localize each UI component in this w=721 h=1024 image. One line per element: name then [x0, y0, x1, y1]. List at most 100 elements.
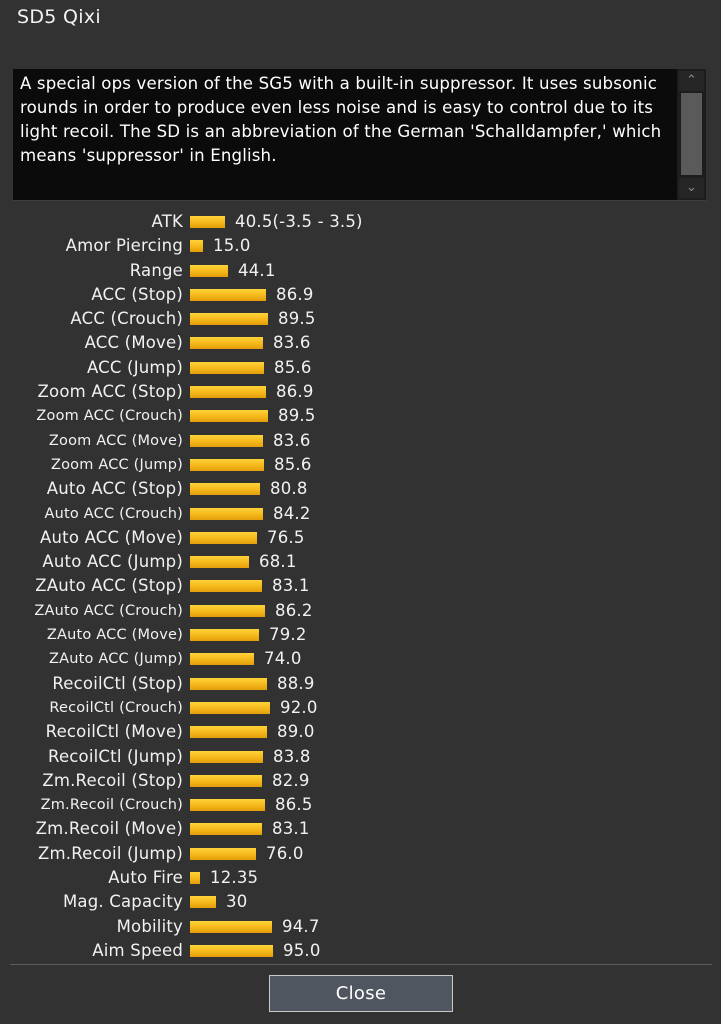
- stat-value: 94.7: [282, 916, 320, 936]
- stat-label: Aim Speed: [92, 940, 183, 960]
- stat-bar: [190, 458, 264, 471]
- chevron-up-icon[interactable]: ⌃: [679, 71, 704, 91]
- stat-row: Zm.Recoil (Jump) 76.0: [0, 842, 721, 866]
- stat-value: 88.9: [277, 673, 315, 693]
- stat-bar: [190, 337, 263, 350]
- stat-value: 86.2: [275, 600, 313, 620]
- stat-bar: [190, 774, 262, 787]
- stat-label: ACC (Move): [84, 333, 183, 353]
- stat-bar: [190, 653, 254, 666]
- stat-bar: [190, 216, 225, 228]
- stat-row: Zm.Recoil (Stop) 82.9: [0, 769, 721, 793]
- stat-bar: [190, 799, 265, 812]
- stat-label: Zm.Recoil (Move): [35, 819, 183, 839]
- stat-value: 83.6: [273, 430, 311, 450]
- stat-row: ZAuto ACC (Jump) 74.0: [0, 647, 721, 671]
- stat-value: 30: [226, 892, 248, 912]
- stat-label: Zoom ACC (Jump): [50, 456, 183, 473]
- description-panel[interactable]: A special ops version of the SG5 with a …: [13, 69, 706, 201]
- description-text: A special ops version of the SG5 with a …: [20, 74, 662, 165]
- stat-bar: [190, 823, 262, 836]
- stat-row: ACC (Stop) 86.9: [0, 283, 721, 307]
- stat-label: RecoilCtl (Crouch): [49, 699, 183, 716]
- stat-bar: [190, 240, 203, 253]
- stat-bar: [190, 896, 216, 909]
- stat-row: Auto ACC (Move) 76.5: [0, 526, 721, 550]
- stat-label: ZAuto ACC (Jump): [48, 651, 183, 668]
- stat-value: 89.5: [278, 406, 316, 426]
- stat-bar: [190, 434, 263, 447]
- stat-bar: [190, 264, 228, 277]
- stat-bar: [190, 847, 256, 860]
- stat-value: 76.5: [267, 527, 305, 547]
- stat-label: Auto ACC (Crouch): [44, 505, 183, 522]
- stat-bar: [190, 580, 262, 593]
- stat-row: Auto ACC (Crouch) 84.2: [0, 502, 721, 526]
- stat-label: RecoilCtl (Stop): [52, 673, 183, 693]
- stat-bar: [190, 750, 263, 763]
- stat-label: Auto Fire: [108, 868, 183, 888]
- stat-value: 95.0: [283, 940, 321, 960]
- stat-bar: [190, 531, 257, 544]
- stat-row: Mag. Capacity 30: [0, 890, 721, 914]
- stat-label: Auto ACC (Move): [40, 527, 183, 547]
- stat-row: Zoom ACC (Stop) 86.9: [0, 380, 721, 404]
- footer-divider: [10, 964, 712, 965]
- stat-bar: [190, 604, 265, 617]
- stat-bar: [190, 556, 249, 569]
- stat-row: ACC (Crouch) 89.5: [0, 307, 721, 331]
- stat-row: Mobility 94.7: [0, 915, 721, 939]
- stat-row: Amor Piercing 15.0: [0, 234, 721, 258]
- stat-value: 40.5(-3.5 - 3.5): [235, 212, 363, 231]
- close-button[interactable]: Close: [269, 975, 453, 1012]
- stat-value: 92.0: [280, 697, 318, 717]
- stat-row: RecoilCtl (Stop) 88.9: [0, 672, 721, 696]
- stat-label: Zoom ACC (Stop): [37, 382, 183, 402]
- stat-label: Zm.Recoil (Stop): [42, 770, 183, 790]
- stat-row: Aim Speed 95.0: [0, 939, 721, 963]
- stat-value: 79.2: [269, 625, 307, 645]
- stat-label: ACC (Crouch): [70, 309, 183, 329]
- scrollbar-thumb[interactable]: [681, 93, 702, 175]
- stat-value: 15.0: [213, 236, 251, 256]
- stat-row: ACC (Jump) 85.6: [0, 356, 721, 380]
- stat-row: Zoom ACC (Move) 83.6: [0, 429, 721, 453]
- stat-row: Zoom ACC (Jump) 85.6: [0, 453, 721, 477]
- stat-bar: [190, 872, 200, 885]
- stat-bar: [190, 410, 268, 423]
- stat-value: 83.8: [273, 746, 311, 766]
- stat-label: ZAuto ACC (Move): [46, 627, 183, 644]
- stat-bar: [190, 677, 267, 690]
- stat-value: 80.8: [270, 479, 308, 499]
- stat-value: 68.1: [259, 552, 297, 572]
- stat-value: 83.6: [273, 333, 311, 353]
- stat-row: ATK 40.5(-3.5 - 3.5): [0, 210, 721, 234]
- stat-label: ATK: [151, 212, 183, 231]
- stat-value: 84.2: [273, 503, 311, 523]
- description-scrollbar[interactable]: ⌃ ⌄: [677, 69, 706, 200]
- stat-row: RecoilCtl (Crouch) 92.0: [0, 696, 721, 720]
- stat-row: ZAuto ACC (Crouch) 86.2: [0, 599, 721, 623]
- chevron-down-icon[interactable]: ⌄: [679, 178, 704, 198]
- stat-label: Auto ACC (Stop): [46, 479, 183, 499]
- stat-label: Zoom ACC (Crouch): [36, 408, 183, 425]
- stat-row: Auto ACC (Stop) 80.8: [0, 477, 721, 501]
- stat-value: 86.9: [276, 382, 314, 402]
- stat-row: Auto Fire 12.35: [0, 866, 721, 890]
- stat-value: 85.6: [274, 454, 312, 474]
- stat-label: Range: [129, 260, 183, 280]
- stat-value: 85.6: [274, 357, 312, 377]
- stat-row: RecoilCtl (Move) 89.0: [0, 720, 721, 744]
- stat-value: 76.0: [266, 843, 304, 863]
- stat-label: Amor Piercing: [65, 236, 183, 256]
- stat-value: 86.5: [275, 795, 313, 815]
- stat-row: Zm.Recoil (Crouch) 86.5: [0, 793, 721, 817]
- stat-value: 83.1: [272, 819, 310, 839]
- stat-label: ZAuto ACC (Stop): [35, 576, 183, 596]
- stat-row: Zoom ACC (Crouch) 89.5: [0, 404, 721, 428]
- window-title: SD5 Qixi: [17, 6, 101, 28]
- stat-value: 89.0: [277, 722, 315, 742]
- stat-bar: [190, 288, 266, 301]
- stat-row: Range 44.1: [0, 259, 721, 283]
- stat-label: Auto ACC (Jump): [42, 552, 183, 572]
